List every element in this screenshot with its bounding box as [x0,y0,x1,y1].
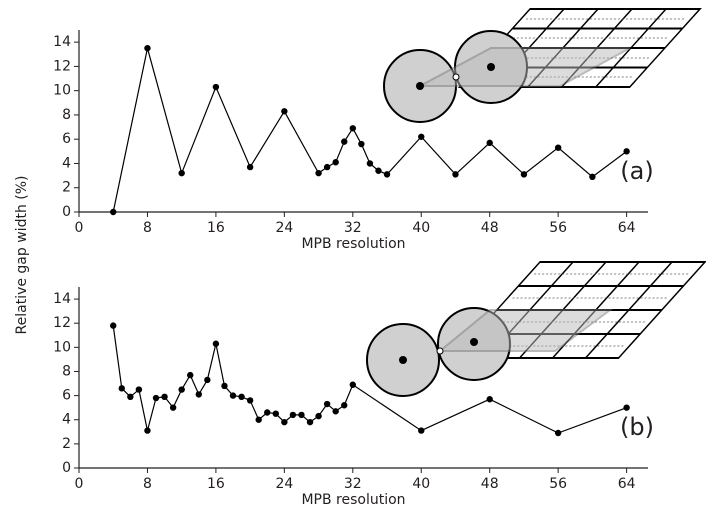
data-point [289,411,297,419]
data-point [110,322,117,329]
y-tick-label: 2 [62,436,71,452]
data-point [520,171,528,178]
x-tick-label: 0 [75,220,84,236]
y-tick-label: 4 [62,155,71,171]
data-point [349,125,357,132]
x-tick-label: 56 [549,476,567,492]
data-point [418,133,425,140]
data-point [554,144,562,151]
data-point [264,409,271,416]
data-point [323,400,331,408]
data-point [306,418,314,426]
x-axis-label: MPB resolution [301,236,405,252]
data-point [144,427,151,434]
data-point [255,416,262,423]
y-tick-label: 10 [53,339,71,355]
y-tick-label: 8 [62,363,71,379]
data-point [212,340,220,347]
data-point [358,140,365,148]
data-point [212,83,220,91]
data-point [246,163,254,171]
data-point [341,138,348,145]
data-point [349,381,357,388]
x-tick-label: 24 [275,220,293,236]
x-tick-label: 8 [143,220,152,236]
data-point [375,167,382,174]
data-point [118,385,125,392]
x-tick-label: 16 [207,476,225,492]
x-tick-label: 32 [344,476,362,492]
data-point [221,382,228,390]
x-tick-label: 40 [412,220,430,236]
x-tick-label: 0 [75,476,84,492]
x-tick-label: 24 [275,476,293,492]
y-tick-label: 14 [53,34,71,50]
x-tick-label: 64 [618,220,636,236]
data-point [623,404,630,411]
data-point [315,169,322,177]
data-point [238,393,245,401]
data-point [246,397,254,404]
data-point [589,173,596,181]
y-tick-label: 6 [62,131,71,147]
inset-diagram [383,8,702,123]
data-point [281,418,288,426]
x-tick-label: 64 [618,476,636,492]
data-point [315,412,322,420]
data-point [298,411,305,419]
panel-label: (a) [620,157,653,185]
y-tick-label: 12 [53,315,71,331]
data-point [323,163,331,171]
data-point [169,404,177,411]
y-tick-label: 0 [62,204,71,220]
x-tick-label: 56 [549,220,567,236]
data-point [187,371,194,379]
data-point [554,429,562,437]
data-line [112,48,627,213]
data-point [144,45,151,52]
data-point [332,159,339,166]
x-tick-label: 32 [344,220,362,236]
data-point [366,160,374,167]
y-tick-label: 8 [62,107,71,123]
y-tick-label: 2 [62,180,71,196]
data-point [272,410,279,417]
y-axis-label: Relative gap width (%) [14,176,30,335]
data-point [152,394,160,402]
data-point [178,386,185,393]
x-tick-label: 48 [481,220,499,236]
data-point [195,391,202,398]
data-point [383,171,391,178]
data-point [204,376,211,384]
x-tick-label: 40 [412,476,430,492]
data-point [281,108,288,115]
data-point [623,148,630,155]
data-point [486,139,493,147]
data-point [178,169,185,177]
data-point [486,396,493,403]
inset-diagram [366,261,706,397]
data-point [127,393,134,401]
y-tick-label: 10 [53,83,71,99]
x-tick-label: 48 [481,476,499,492]
y-tick-label: 6 [62,388,71,404]
data-point [452,171,459,178]
x-tick-label: 8 [143,476,152,492]
y-tick-label: 4 [62,412,71,428]
data-point [135,386,143,393]
data-point [229,392,237,399]
y-tick-label: 14 [53,291,71,307]
data-point [110,208,117,216]
data-point [341,402,348,409]
data-point [161,393,168,401]
data-point [418,427,425,434]
panel-label: (b) [620,413,654,441]
y-tick-label: 12 [53,58,71,74]
y-tick-label: 0 [62,460,71,476]
x-tick-label: 16 [207,220,225,236]
data-point [332,408,339,415]
x-axis-label: MPB resolution [301,492,405,508]
